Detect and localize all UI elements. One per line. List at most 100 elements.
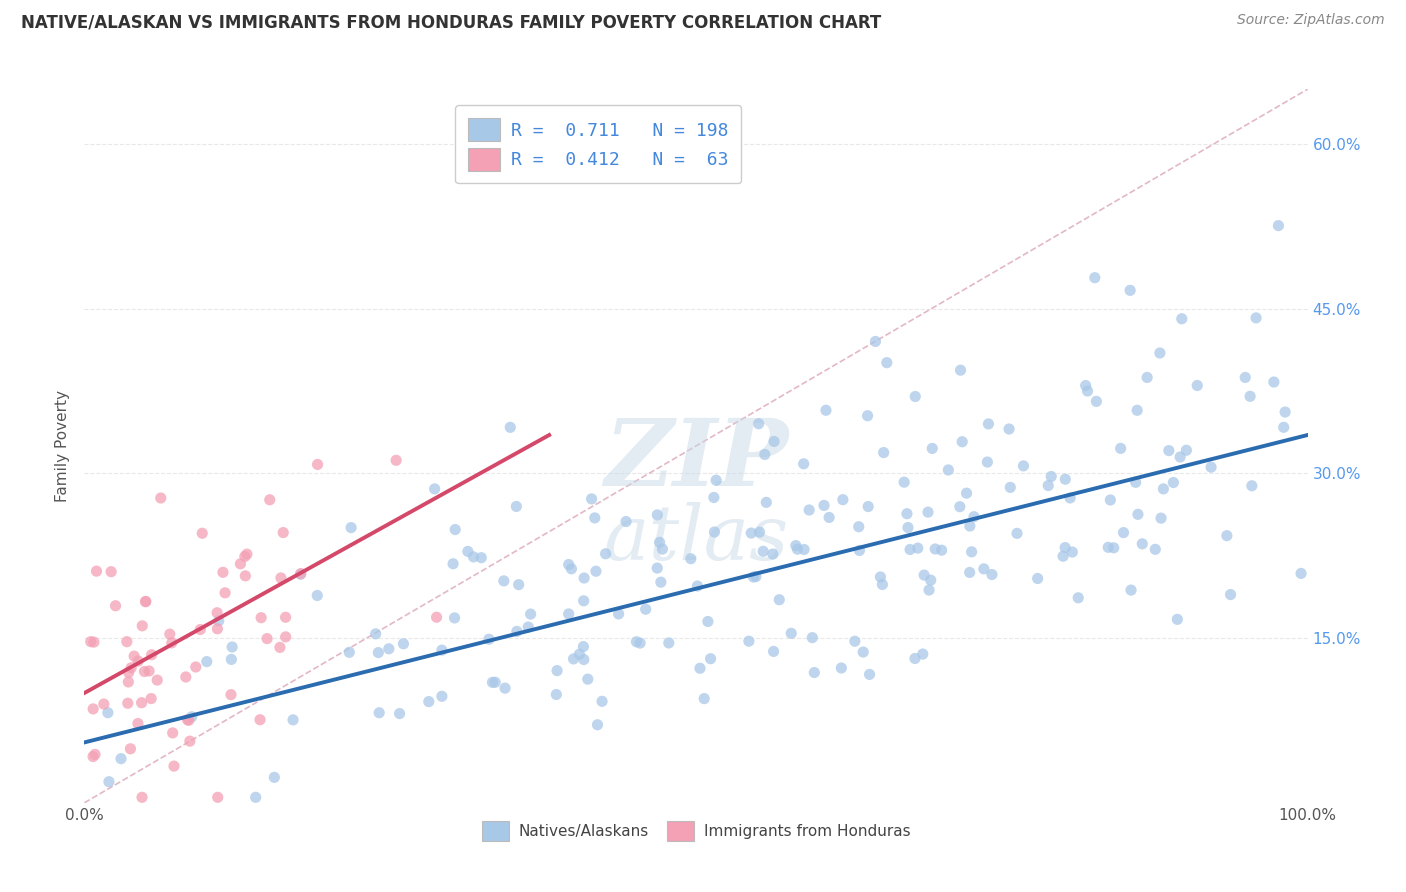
Point [793, 457, 815, 471]
Point [430, 643, 453, 657]
Point [560, 562, 582, 576]
Legend: Natives/Alaskans, Immigrants from Honduras: Natives/Alaskans, Immigrants from Hondur… [474, 814, 918, 848]
Point [205, 606, 228, 620]
Point [131, 790, 153, 805]
Point [97, 706, 120, 720]
Point [748, 525, 770, 540]
Point [1150, 511, 1173, 525]
Point [122, 649, 145, 664]
Point [1040, 469, 1063, 483]
Point [82, 702, 104, 716]
Point [443, 611, 465, 625]
Point [591, 694, 613, 708]
Point [576, 672, 599, 686]
Point [159, 627, 181, 641]
Point [1126, 403, 1149, 417]
Point [1289, 566, 1312, 581]
Point [872, 577, 894, 591]
Point [755, 495, 778, 509]
Point [955, 486, 977, 500]
Point [385, 453, 408, 467]
Point [233, 549, 256, 564]
Point [813, 499, 835, 513]
Point [572, 652, 595, 666]
Point [117, 696, 139, 710]
Point [752, 544, 775, 558]
Point [177, 714, 200, 728]
Point [392, 637, 415, 651]
Point [704, 473, 727, 487]
Point [1199, 460, 1222, 475]
Point [581, 491, 603, 506]
Point [120, 661, 142, 675]
Point [163, 759, 186, 773]
Point [337, 645, 360, 659]
Point [658, 636, 681, 650]
Point [104, 599, 127, 613]
Point [271, 525, 294, 540]
Point [740, 526, 762, 541]
Point [762, 644, 785, 658]
Point [212, 566, 235, 580]
Point [1084, 270, 1107, 285]
Point [1012, 458, 1035, 473]
Point [562, 652, 585, 666]
Point [463, 549, 485, 564]
Point [1125, 475, 1147, 490]
Point [1076, 384, 1098, 398]
Point [818, 510, 841, 524]
Point [1067, 591, 1090, 605]
Point [1038, 478, 1060, 492]
Point [1054, 541, 1077, 555]
Point [263, 770, 285, 784]
Point [221, 652, 243, 666]
Point [180, 710, 202, 724]
Point [856, 500, 879, 514]
Point [364, 627, 387, 641]
Point [229, 557, 252, 571]
Point [911, 647, 934, 661]
Point [270, 571, 292, 585]
Point [444, 523, 467, 537]
Point [245, 790, 267, 805]
Point [830, 661, 852, 675]
Point [869, 570, 891, 584]
Point [872, 445, 894, 459]
Point [917, 505, 939, 519]
Point [1126, 508, 1149, 522]
Point [378, 641, 401, 656]
Point [430, 690, 453, 704]
Point [423, 482, 446, 496]
Point [135, 595, 157, 609]
Point [831, 492, 853, 507]
Point [754, 447, 776, 461]
Point [950, 434, 973, 449]
Point [897, 520, 920, 534]
Point [931, 543, 953, 558]
Point [505, 500, 527, 514]
Text: atlas: atlas [603, 502, 789, 575]
Point [960, 545, 983, 559]
Point [973, 562, 995, 576]
Point [269, 640, 291, 655]
Point [803, 665, 825, 680]
Point [191, 526, 214, 541]
Point [492, 574, 515, 588]
Point [912, 568, 935, 582]
Point [924, 541, 946, 556]
Point [1062, 545, 1084, 559]
Point [84, 747, 107, 762]
Point [1157, 443, 1180, 458]
Y-axis label: Family Poverty: Family Poverty [55, 390, 70, 502]
Point [1085, 394, 1108, 409]
Point [307, 458, 329, 472]
Point [976, 455, 998, 469]
Point [918, 582, 941, 597]
Point [259, 492, 281, 507]
Point [457, 544, 479, 558]
Point [786, 542, 808, 557]
Point [478, 632, 501, 647]
Point [221, 640, 243, 654]
Point [1272, 420, 1295, 434]
Point [1074, 378, 1097, 392]
